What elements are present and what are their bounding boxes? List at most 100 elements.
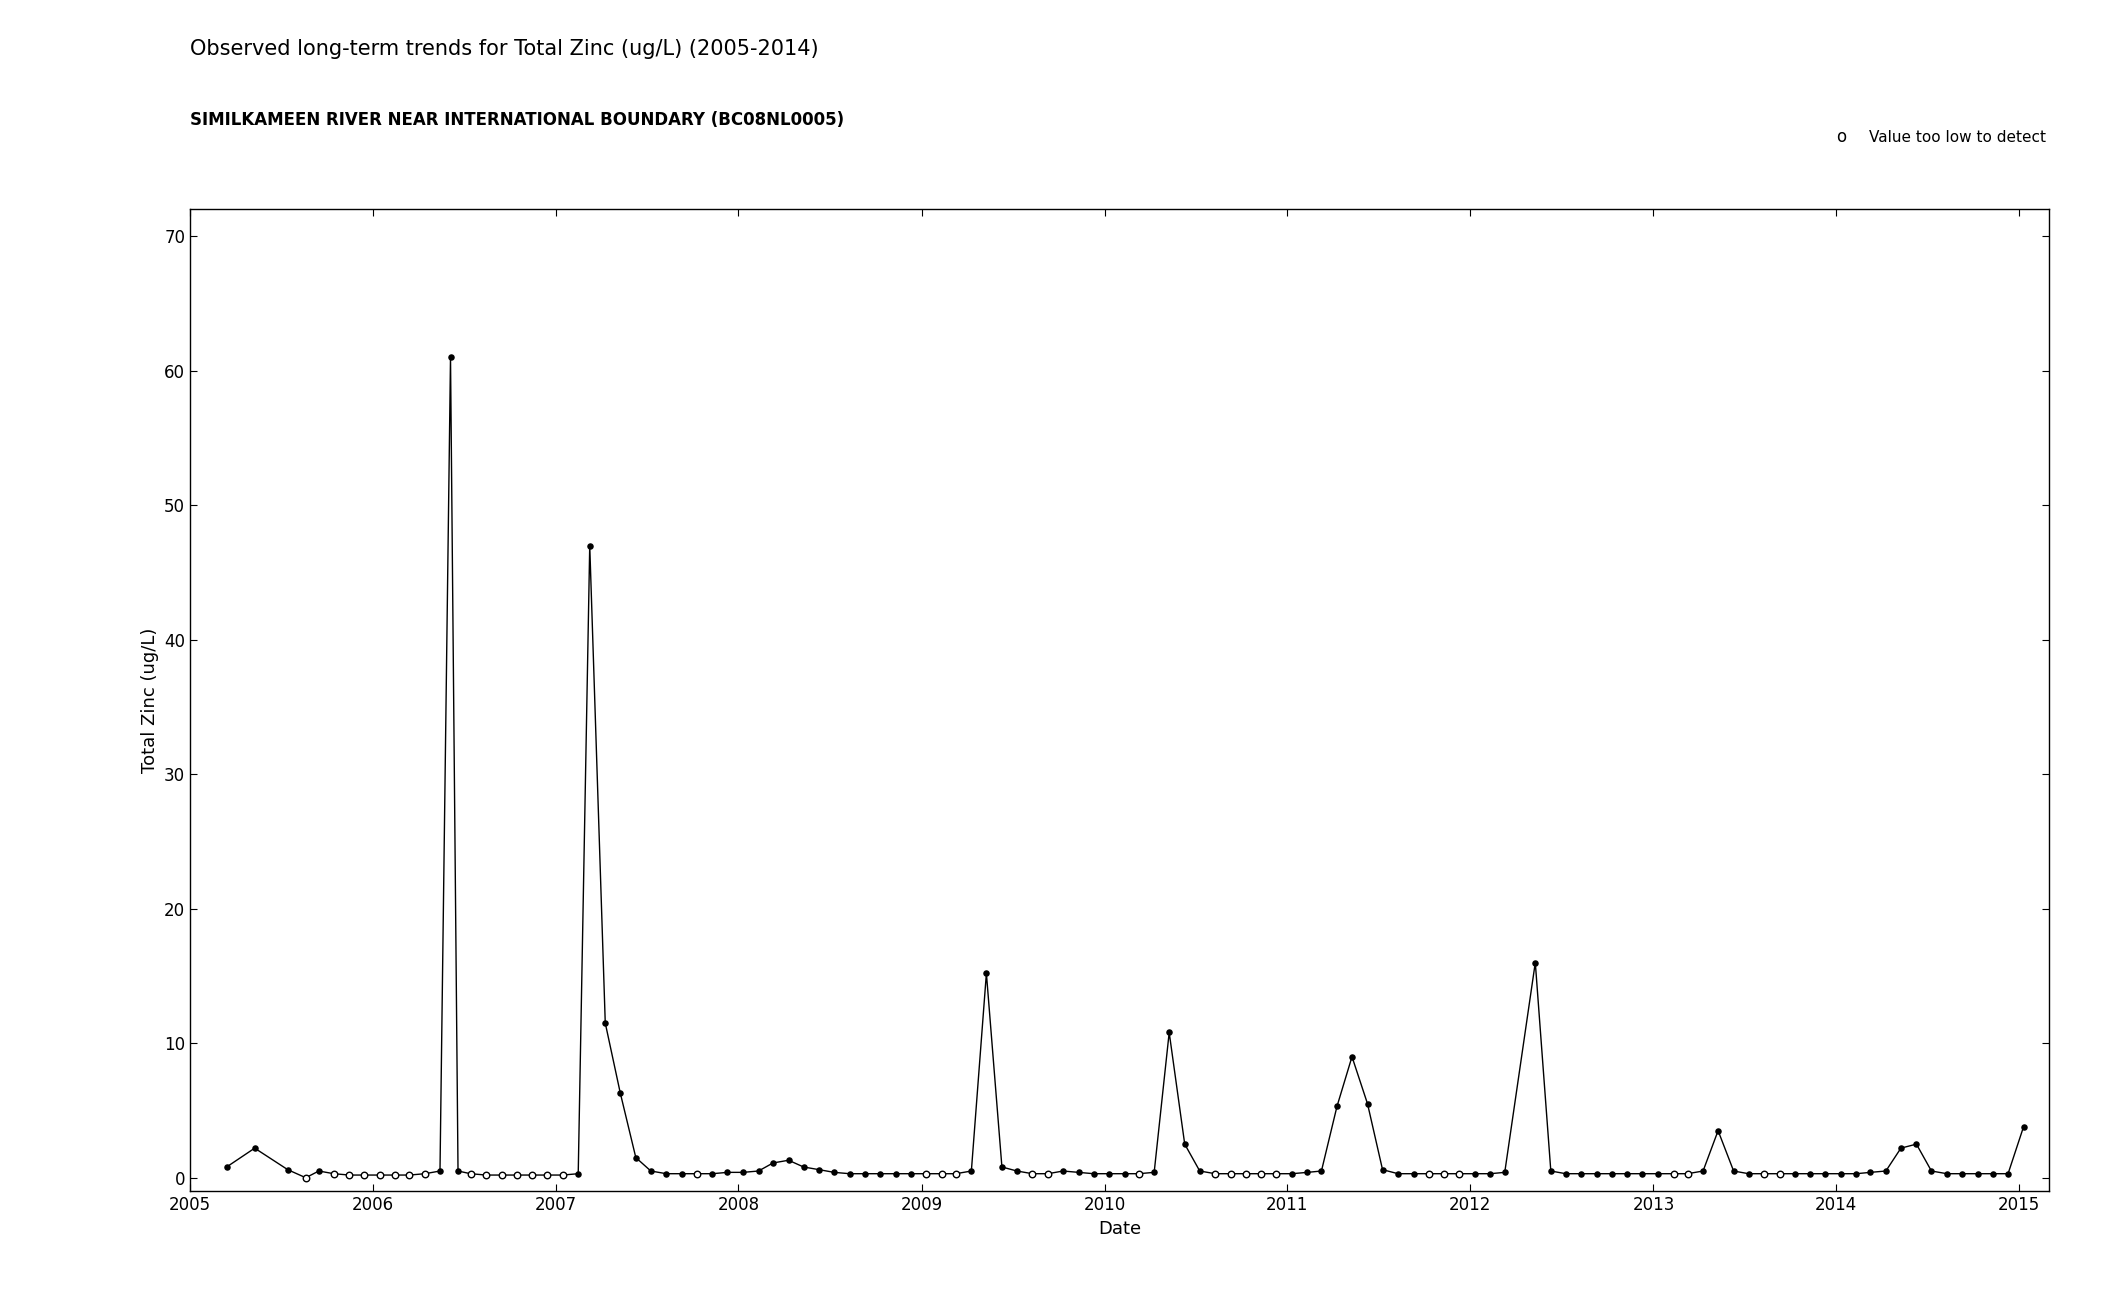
Point	[1869, 1161, 1903, 1182]
Point	[422, 1161, 456, 1182]
Point	[562, 1164, 596, 1185]
Point	[530, 1165, 564, 1186]
Point	[270, 1160, 304, 1181]
Point	[469, 1165, 503, 1186]
Point	[1945, 1164, 1979, 1185]
Point	[1045, 1161, 1079, 1182]
Point	[1031, 1164, 1064, 1185]
Y-axis label: Total Zinc (ug/L): Total Zinc (ug/L)	[142, 627, 158, 774]
Point	[1442, 1164, 1476, 1185]
X-axis label: Date: Date	[1098, 1220, 1140, 1237]
Point	[408, 1164, 441, 1185]
Text: Observed long-term trends for Total Zinc (ug/L) (2005-2014): Observed long-term trends for Total Zinc…	[190, 39, 819, 59]
Point	[1930, 1164, 1964, 1185]
Point	[1793, 1164, 1827, 1185]
Point	[1244, 1164, 1278, 1185]
Point	[1717, 1161, 1751, 1182]
Point	[955, 1161, 988, 1182]
Point	[1259, 1164, 1293, 1185]
Point	[515, 1165, 549, 1186]
Point	[1092, 1164, 1126, 1185]
Point	[1276, 1164, 1309, 1185]
Point	[910, 1164, 944, 1185]
Point	[832, 1164, 866, 1185]
Point	[1121, 1164, 1155, 1185]
Point	[849, 1164, 883, 1185]
Point	[1229, 1164, 1263, 1185]
Point	[454, 1164, 488, 1185]
Point	[1077, 1164, 1111, 1185]
Point	[1411, 1164, 1445, 1185]
Point	[1016, 1164, 1050, 1185]
Point	[1977, 1164, 2011, 1185]
Point	[1183, 1161, 1217, 1182]
Point	[1825, 1164, 1859, 1185]
Point	[1732, 1164, 1766, 1185]
Point	[589, 1013, 623, 1034]
Point	[1320, 1096, 1354, 1117]
Point	[1960, 1164, 1994, 1185]
Point	[1747, 1164, 1780, 1185]
Text: o: o	[1837, 128, 1846, 147]
Point	[545, 1165, 579, 1186]
Point	[1611, 1164, 1645, 1185]
Point	[786, 1157, 819, 1178]
Point	[1671, 1164, 1704, 1185]
Point	[363, 1165, 397, 1186]
Point	[1595, 1164, 1628, 1185]
Point	[1305, 1161, 1339, 1182]
Point	[1001, 1161, 1035, 1182]
Point	[1778, 1164, 1812, 1185]
Text: Value too low to detect: Value too low to detect	[1869, 130, 2047, 145]
Point	[665, 1164, 699, 1185]
Point	[940, 1164, 974, 1185]
Point	[864, 1164, 898, 1185]
Point	[1214, 1164, 1248, 1185]
Point	[756, 1152, 790, 1173]
Point	[209, 1157, 243, 1178]
Point	[1428, 1164, 1462, 1185]
Point	[1474, 1164, 1508, 1185]
Point	[741, 1161, 775, 1182]
Point	[1764, 1164, 1797, 1185]
Point	[695, 1164, 729, 1185]
Point	[393, 1165, 427, 1186]
Point	[727, 1162, 760, 1183]
Point	[619, 1147, 653, 1168]
Point	[1335, 1046, 1369, 1067]
Point	[1700, 1121, 1734, 1141]
Point	[1457, 1164, 1491, 1185]
Point	[1884, 1138, 1918, 1158]
Text: SIMILKAMEEN RIVER NEAR INTERNATIONAL BOUNDARY (BC08NL0005): SIMILKAMEEN RIVER NEAR INTERNATIONAL BOU…	[190, 111, 845, 130]
Point	[1153, 1022, 1187, 1043]
Point	[1685, 1161, 1719, 1182]
Point	[1396, 1164, 1430, 1185]
Point	[348, 1165, 382, 1186]
Point	[289, 1168, 323, 1189]
Point	[1381, 1164, 1415, 1185]
Point	[1533, 1161, 1567, 1182]
Point	[484, 1165, 517, 1186]
Point	[332, 1165, 365, 1186]
Point	[604, 1083, 638, 1103]
Point	[1487, 1162, 1521, 1183]
Point	[1366, 1160, 1400, 1181]
Point	[969, 963, 1003, 984]
Point	[317, 1164, 351, 1185]
Point	[1992, 1164, 2025, 1185]
Point	[1107, 1164, 1140, 1185]
Point	[817, 1162, 851, 1183]
Point	[1350, 1093, 1383, 1114]
Point	[441, 1161, 475, 1182]
Point	[1656, 1164, 1690, 1185]
Point	[433, 347, 467, 368]
Point	[879, 1164, 912, 1185]
Point	[1548, 1164, 1582, 1185]
Point	[710, 1162, 743, 1183]
Point	[1641, 1164, 1675, 1185]
Point	[2006, 1117, 2040, 1138]
Point	[771, 1149, 805, 1170]
Point	[650, 1164, 684, 1185]
Point	[1899, 1134, 1932, 1155]
Point	[1580, 1164, 1614, 1185]
